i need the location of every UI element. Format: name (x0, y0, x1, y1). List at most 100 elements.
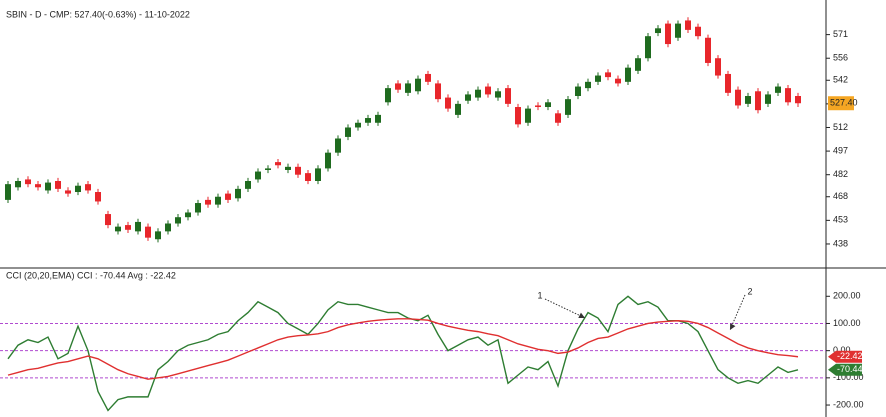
candle-body (165, 223, 171, 232)
candle-body (105, 214, 111, 226)
candle-body (485, 86, 491, 95)
candle-body (475, 89, 481, 98)
value-tag: -22.42 (837, 351, 863, 361)
candle-body (335, 138, 341, 153)
candle-body (295, 166, 301, 175)
candle-body (415, 78, 421, 92)
candle-body (505, 88, 511, 104)
candle-body (385, 88, 391, 103)
candle-body (725, 73, 731, 93)
candle-body (195, 203, 201, 213)
candle-body (665, 23, 671, 45)
candle-body (395, 83, 401, 90)
candle-body (445, 97, 451, 109)
candle-body (215, 196, 221, 205)
candle-body (115, 226, 121, 232)
cci-line (7, 318, 799, 380)
candle-body (455, 103, 461, 115)
candle-body (695, 26, 701, 37)
y-tick-label: 571 (833, 29, 848, 39)
y-tick-label: 468 (833, 191, 848, 201)
candle-body (755, 91, 761, 111)
candle-body (365, 118, 371, 123)
annotation: 1 (537, 290, 542, 300)
candle-body (575, 86, 581, 96)
candle-body (375, 114, 381, 123)
candle-body (245, 181, 251, 189)
candle-body (735, 89, 741, 106)
candle-body (345, 127, 351, 137)
candle-body (35, 184, 41, 188)
candle-body (515, 107, 521, 125)
annotation-arrowhead (578, 312, 585, 319)
candle-body (645, 36, 651, 59)
candle-body (675, 23, 681, 38)
value-tag-box (828, 363, 862, 376)
cci-line (7, 295, 799, 412)
candle-body (305, 173, 311, 181)
candle-body (265, 168, 271, 170)
candle-body (235, 188, 241, 199)
y-tick-label: 438 (833, 238, 848, 248)
annotation-arrow (729, 294, 746, 331)
candle-body (175, 217, 181, 224)
candle-body (275, 162, 281, 166)
candle-body (85, 184, 91, 191)
price-tag-box (828, 96, 854, 111)
candle-body (595, 75, 601, 82)
candle-body (545, 102, 551, 108)
candle-body (125, 225, 131, 230)
candle-body (785, 88, 791, 103)
candle-body (355, 122, 361, 128)
candle-body (635, 58, 641, 71)
y-tick-label: 100.00 (833, 318, 861, 328)
candle-body (745, 96, 751, 104)
candle-body (135, 221, 141, 232)
y-tick-label: 556 (833, 53, 848, 63)
value-tag-box (828, 350, 862, 363)
candle-body (225, 193, 231, 200)
candle-body (145, 226, 151, 238)
y-tick-label: 482 (833, 169, 848, 179)
candle-body (155, 231, 161, 240)
candle-body (95, 192, 101, 202)
candle-body (585, 81, 591, 89)
candle-body (465, 94, 471, 101)
annotation: 2 (747, 286, 752, 296)
candle-body (655, 28, 661, 34)
candle-body (15, 181, 21, 188)
y-tick-label: 542 (833, 75, 848, 85)
candle-body (615, 78, 621, 84)
candle-body (285, 166, 291, 170)
candle-body (75, 185, 81, 193)
y-tick-label: 497 (833, 145, 848, 155)
candle-body (45, 182, 51, 191)
y-tick-label: 512 (833, 122, 848, 132)
y-tick-label: 453 (833, 215, 848, 225)
value-tag: -70.44 (837, 364, 863, 374)
candle-body (185, 212, 191, 218)
candle-body (535, 105, 541, 108)
y-tick-label: 200.00 (833, 291, 861, 301)
candle-body (525, 108, 531, 123)
y-tick-label: -200.00 (833, 399, 864, 409)
candle-body (435, 83, 441, 100)
candle-body (705, 37, 711, 63)
candle-body (685, 20, 691, 30)
candle-body (565, 99, 571, 115)
candle-body (555, 113, 561, 123)
candle-body (425, 73, 431, 82)
candle-body (315, 168, 321, 181)
candle-body (605, 72, 611, 78)
chart-title: SBIN - D - CMP: 527.40(-0.63%) - 11-10-2… (6, 9, 190, 19)
annotation-arrow (544, 298, 586, 319)
price-tag: 527.40 (830, 98, 858, 108)
y-tick-label: 0.00 (833, 345, 851, 355)
candle-body (495, 91, 501, 98)
indicator-title: CCI (20,20,EMA) CCI : -70.44 Avg : -22.4… (6, 270, 176, 280)
candle-body (55, 181, 61, 189)
candle-body (65, 190, 71, 194)
candle-body (775, 86, 781, 93)
